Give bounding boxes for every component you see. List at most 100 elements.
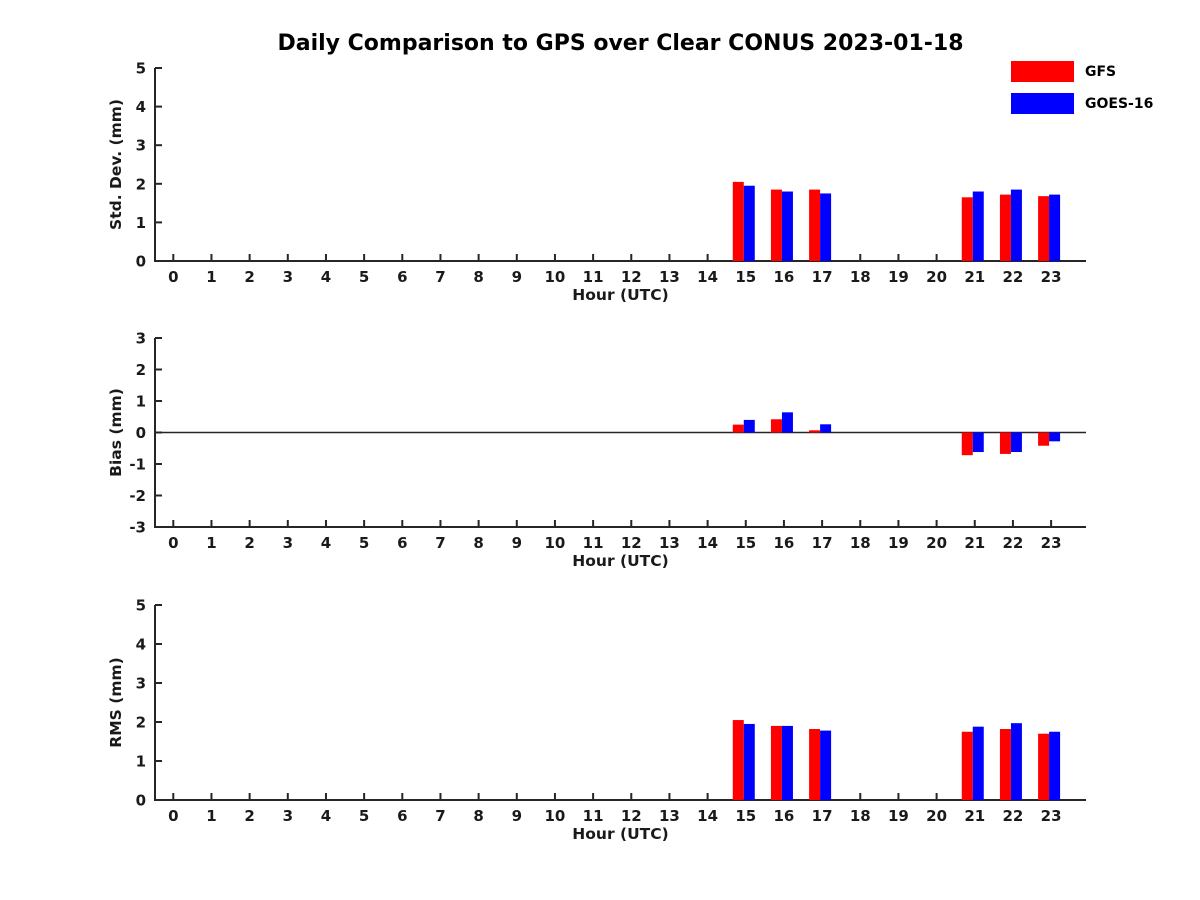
- x-tick-label: 22: [1002, 268, 1023, 286]
- legend-label-gfs: GFS: [1085, 63, 1117, 80]
- bar-gfs-hour-21: [961, 432, 973, 456]
- x-tick-label: 11: [583, 807, 604, 825]
- legend-label-goes16: GOES-16: [1085, 95, 1154, 112]
- bar-goes-16-hour-16: [781, 412, 793, 433]
- legend-swatch-goes16: [1011, 93, 1074, 114]
- bar-gfs-hour-16: [770, 189, 782, 261]
- legend: GFS GOES-16: [1011, 61, 1153, 125]
- x-tick-label: 22: [1002, 807, 1023, 825]
- bar-gfs-hour-16: [770, 419, 782, 433]
- bar-gfs-hour-21: [961, 197, 973, 261]
- x-tick-label: 20: [926, 807, 947, 825]
- x-tick-label: 4: [321, 807, 331, 825]
- bar-gfs-hour-15: [732, 424, 744, 433]
- x-tick-label: 1: [206, 807, 216, 825]
- bar-goes-16-hour-21: [972, 726, 984, 800]
- x-tick-label: 5: [359, 534, 369, 552]
- x-tick-label: 19: [888, 807, 909, 825]
- x-tick-label: 6: [397, 268, 407, 286]
- bar-goes-16-hour-23: [1049, 194, 1061, 261]
- x-tick-label: 6: [397, 534, 407, 552]
- x-tick-label: 11: [583, 268, 604, 286]
- y-axis-title-bias: Bias (mm): [107, 388, 125, 477]
- bar-goes-16-hour-21: [972, 191, 984, 261]
- x-tick-label: 12: [621, 534, 642, 552]
- bar-gfs-hour-16: [770, 725, 782, 800]
- bar-goes-16-hour-15: [743, 723, 755, 800]
- y-tick-label: 3: [136, 137, 146, 155]
- y-tick-label: -1: [129, 456, 146, 474]
- x-tick-label: 17: [812, 268, 833, 286]
- x-tick-label: 20: [926, 268, 947, 286]
- bar-goes-16-hour-23: [1049, 731, 1061, 800]
- x-tick-label: 9: [512, 534, 522, 552]
- y-tick-label: 2: [136, 361, 146, 379]
- bar-gfs-hour-22: [999, 194, 1011, 261]
- x-tick-label: 15: [735, 268, 756, 286]
- x-tick-label: 2: [244, 534, 254, 552]
- bar-gfs-hour-23: [1038, 733, 1050, 800]
- y-tick-label: 1: [136, 214, 146, 232]
- bar-goes-16-hour-15: [743, 419, 755, 433]
- bar-goes-16-hour-16: [781, 191, 793, 261]
- bar-gfs-hour-15: [732, 181, 744, 261]
- bar-goes-16-hour-22: [1010, 189, 1022, 261]
- bar-gfs-hour-23: [1038, 196, 1050, 261]
- x-tick-label: 14: [697, 807, 718, 825]
- x-tick-label: 9: [512, 268, 522, 286]
- x-tick-label: 3: [283, 268, 293, 286]
- y-tick-label: 0: [136, 792, 146, 810]
- x-tick-label: 21: [964, 807, 985, 825]
- y-tick-label: -3: [129, 519, 146, 537]
- x-tick-label: 10: [545, 534, 566, 552]
- x-tick-label: 18: [850, 268, 871, 286]
- x-tick-label: 23: [1041, 534, 1062, 552]
- x-tick-label: 2: [244, 268, 254, 286]
- x-tick-label: 3: [283, 807, 293, 825]
- bar-gfs-hour-17: [809, 430, 821, 433]
- x-tick-label: 12: [621, 268, 642, 286]
- bar-goes-16-hour-17: [820, 730, 832, 800]
- x-tick-label: 0: [168, 534, 178, 552]
- y-tick-label: 4: [136, 98, 146, 116]
- bar-goes-16-hour-23: [1049, 432, 1061, 442]
- y-tick-label: 1: [136, 393, 146, 411]
- bar-gfs-hour-22: [999, 432, 1011, 454]
- bar-goes-16-hour-22: [1010, 723, 1022, 800]
- x-axis-title-rms: Hour (UTC): [572, 825, 668, 843]
- bar-goes-16-hour-15: [743, 185, 755, 261]
- x-tick-label: 5: [359, 268, 369, 286]
- x-tick-label: 18: [850, 807, 871, 825]
- x-tick-label: 1: [206, 268, 216, 286]
- bar-gfs-hour-15: [732, 720, 744, 800]
- x-tick-label: 8: [473, 807, 483, 825]
- bar-goes-16-hour-17: [820, 424, 832, 433]
- x-tick-label: 16: [774, 268, 795, 286]
- x-tick-label: 13: [659, 807, 680, 825]
- y-tick-label: 0: [136, 253, 146, 271]
- bar-goes-16-hour-21: [972, 432, 984, 453]
- x-tick-label: 22: [1002, 534, 1023, 552]
- y-tick-label: 5: [136, 60, 146, 78]
- x-tick-label: 8: [473, 268, 483, 286]
- x-tick-label: 10: [545, 807, 566, 825]
- y-tick-label: 2: [136, 175, 146, 193]
- y-tick-label: 5: [136, 597, 146, 615]
- bar-goes-16-hour-17: [820, 193, 832, 261]
- x-tick-label: 3: [283, 534, 293, 552]
- legend-item-gfs: GFS: [1011, 61, 1153, 82]
- x-tick-label: 13: [659, 268, 680, 286]
- x-tick-label: 21: [964, 268, 985, 286]
- x-tick-label: 23: [1041, 807, 1062, 825]
- x-tick-label: 0: [168, 268, 178, 286]
- bar-gfs-hour-17: [809, 189, 821, 261]
- y-tick-label: 2: [136, 714, 146, 732]
- y-axis-title-rms: RMS (mm): [107, 657, 125, 747]
- y-axis-title-std-dev: Std. Dev. (mm): [107, 99, 125, 230]
- x-tick-label: 14: [697, 268, 718, 286]
- y-tick-label: 4: [136, 636, 146, 654]
- bar-goes-16-hour-16: [781, 725, 793, 800]
